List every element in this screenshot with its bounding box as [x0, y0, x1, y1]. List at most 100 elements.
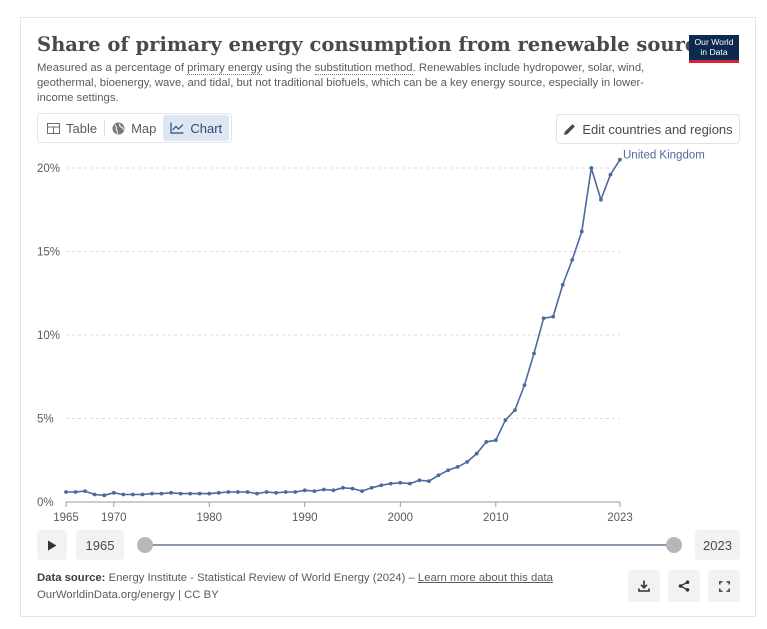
data-point	[570, 257, 575, 262]
chart-card	[20, 17, 756, 617]
data-point	[312, 489, 317, 494]
x-tick-label: 2010	[483, 512, 509, 524]
data-point	[264, 490, 269, 494]
data-point	[551, 314, 556, 319]
chart-title: Share of primary energy consumption from…	[37, 33, 721, 56]
y-tick-label: 15%	[37, 247, 60, 259]
grid-layer	[66, 167, 620, 503]
learn-more-link[interactable]: Learn more about this data	[417, 572, 553, 584]
data-point	[484, 439, 489, 444]
data-point	[255, 491, 259, 496]
logo-line1: Our World	[694, 37, 734, 47]
data-point	[302, 488, 307, 493]
logo-line2: in Data	[700, 46, 728, 57]
data-point	[321, 487, 326, 492]
series-line	[66, 159, 621, 497]
data-point	[350, 486, 355, 491]
x-tick-label: 1965	[53, 512, 79, 524]
tab-label: Table	[66, 120, 98, 136]
data-point	[541, 316, 546, 321]
tab-map[interactable]: Map	[105, 115, 163, 141]
data-point	[216, 490, 221, 495]
data-point	[92, 492, 97, 497]
data-point	[388, 481, 393, 486]
data-point	[111, 490, 116, 495]
data-point	[331, 488, 336, 493]
chart-subtitle: Measured as a percentage of primary ener…	[37, 61, 662, 105]
source-label: Data source:	[37, 572, 106, 584]
line-chart-icon	[170, 122, 184, 134]
x-tick-label: 1980	[196, 512, 222, 524]
play-button[interactable]	[37, 530, 67, 560]
x-tick-label: 2000	[388, 512, 414, 524]
y-tick-label: 5%	[37, 414, 54, 426]
timeline-track[interactable]	[145, 544, 674, 546]
data-point	[532, 351, 536, 356]
data-point	[446, 468, 450, 473]
tab-label: Map	[131, 120, 157, 136]
primary-energy-link[interactable]: primary energy	[187, 62, 263, 75]
share-button[interactable]	[668, 570, 700, 602]
data-point	[293, 490, 298, 494]
data-point	[522, 383, 527, 387]
source-text: Energy Institute - Statistical Review of…	[105, 572, 418, 584]
data-point	[360, 489, 365, 494]
data-point	[236, 490, 240, 494]
data-point	[283, 490, 288, 494]
pencil-icon	[564, 123, 576, 135]
data-point	[379, 483, 384, 488]
data-point	[398, 480, 403, 485]
timeline-start-year[interactable]: 1965	[76, 530, 124, 560]
data-point	[589, 166, 594, 170]
line-chart: 0% 5% 10% 15% 20% 1965 1970 1980 1990 2000 2010 202…	[37, 150, 705, 524]
y-tick-label: 20%	[37, 163, 60, 175]
download-icon	[638, 580, 650, 592]
download-button[interactable]	[628, 570, 660, 602]
timeline-start-handle[interactable]	[137, 537, 153, 553]
data-point	[121, 492, 126, 497]
share-icon	[678, 580, 690, 592]
play-icon	[48, 540, 57, 550]
timeline-end-year[interactable]: 2023	[695, 530, 740, 560]
edit-countries-label: Edit countries and regions	[582, 121, 733, 137]
data-point	[169, 490, 173, 495]
timeline-end-handle[interactable]	[666, 537, 682, 553]
axis-layer: 0% 5% 10% 15% 20% 1965 1970 1980 1990 2000 2010 202…	[37, 163, 633, 524]
substitution-method-link[interactable]: substitution method	[314, 62, 413, 75]
data-point	[64, 490, 68, 494]
data-point	[608, 172, 613, 177]
fullscreen-icon	[718, 580, 730, 592]
data-point	[369, 485, 374, 490]
data-point	[493, 438, 498, 443]
tab-table[interactable]: Table	[40, 115, 104, 141]
subtitle-text: Measured as a percentage of	[37, 62, 188, 74]
data-point	[417, 478, 422, 483]
data-point	[73, 490, 78, 494]
data-point	[159, 491, 164, 496]
data-point	[513, 408, 517, 413]
x-tick-label: 1990	[292, 512, 318, 524]
series-label: United Kingdom	[623, 150, 705, 162]
view-tabs: Table Map Chart	[37, 113, 233, 143]
subtitle-text: . Renewables include hydropower, solar, …	[37, 62, 645, 104]
data-point	[188, 491, 193, 496]
credit-line: OurWorldinData.org/energy | CC BY	[37, 589, 219, 601]
edit-countries-button[interactable]: Edit countries and regions	[556, 114, 740, 144]
tab-divider	[104, 120, 106, 136]
data-point	[407, 481, 412, 486]
x-tick-label: 1970	[101, 512, 127, 524]
x-tick-label: 2023	[607, 512, 633, 524]
y-tick-label: 10%	[37, 330, 60, 342]
owid-logo[interactable]: Our World in Data	[689, 35, 739, 63]
data-point	[341, 485, 345, 490]
data-point	[140, 492, 145, 497]
series-layer: United Kingdom	[64, 150, 705, 498]
tab-chart[interactable]: Chart	[163, 115, 230, 141]
data-point	[503, 418, 508, 423]
tab-label: Chart	[190, 120, 223, 136]
data-point	[274, 490, 279, 495]
data-point	[579, 229, 584, 234]
data-source: Data source: Energy Institute - Statisti…	[37, 572, 553, 584]
fullscreen-button[interactable]	[708, 570, 740, 602]
data-point	[618, 157, 622, 162]
